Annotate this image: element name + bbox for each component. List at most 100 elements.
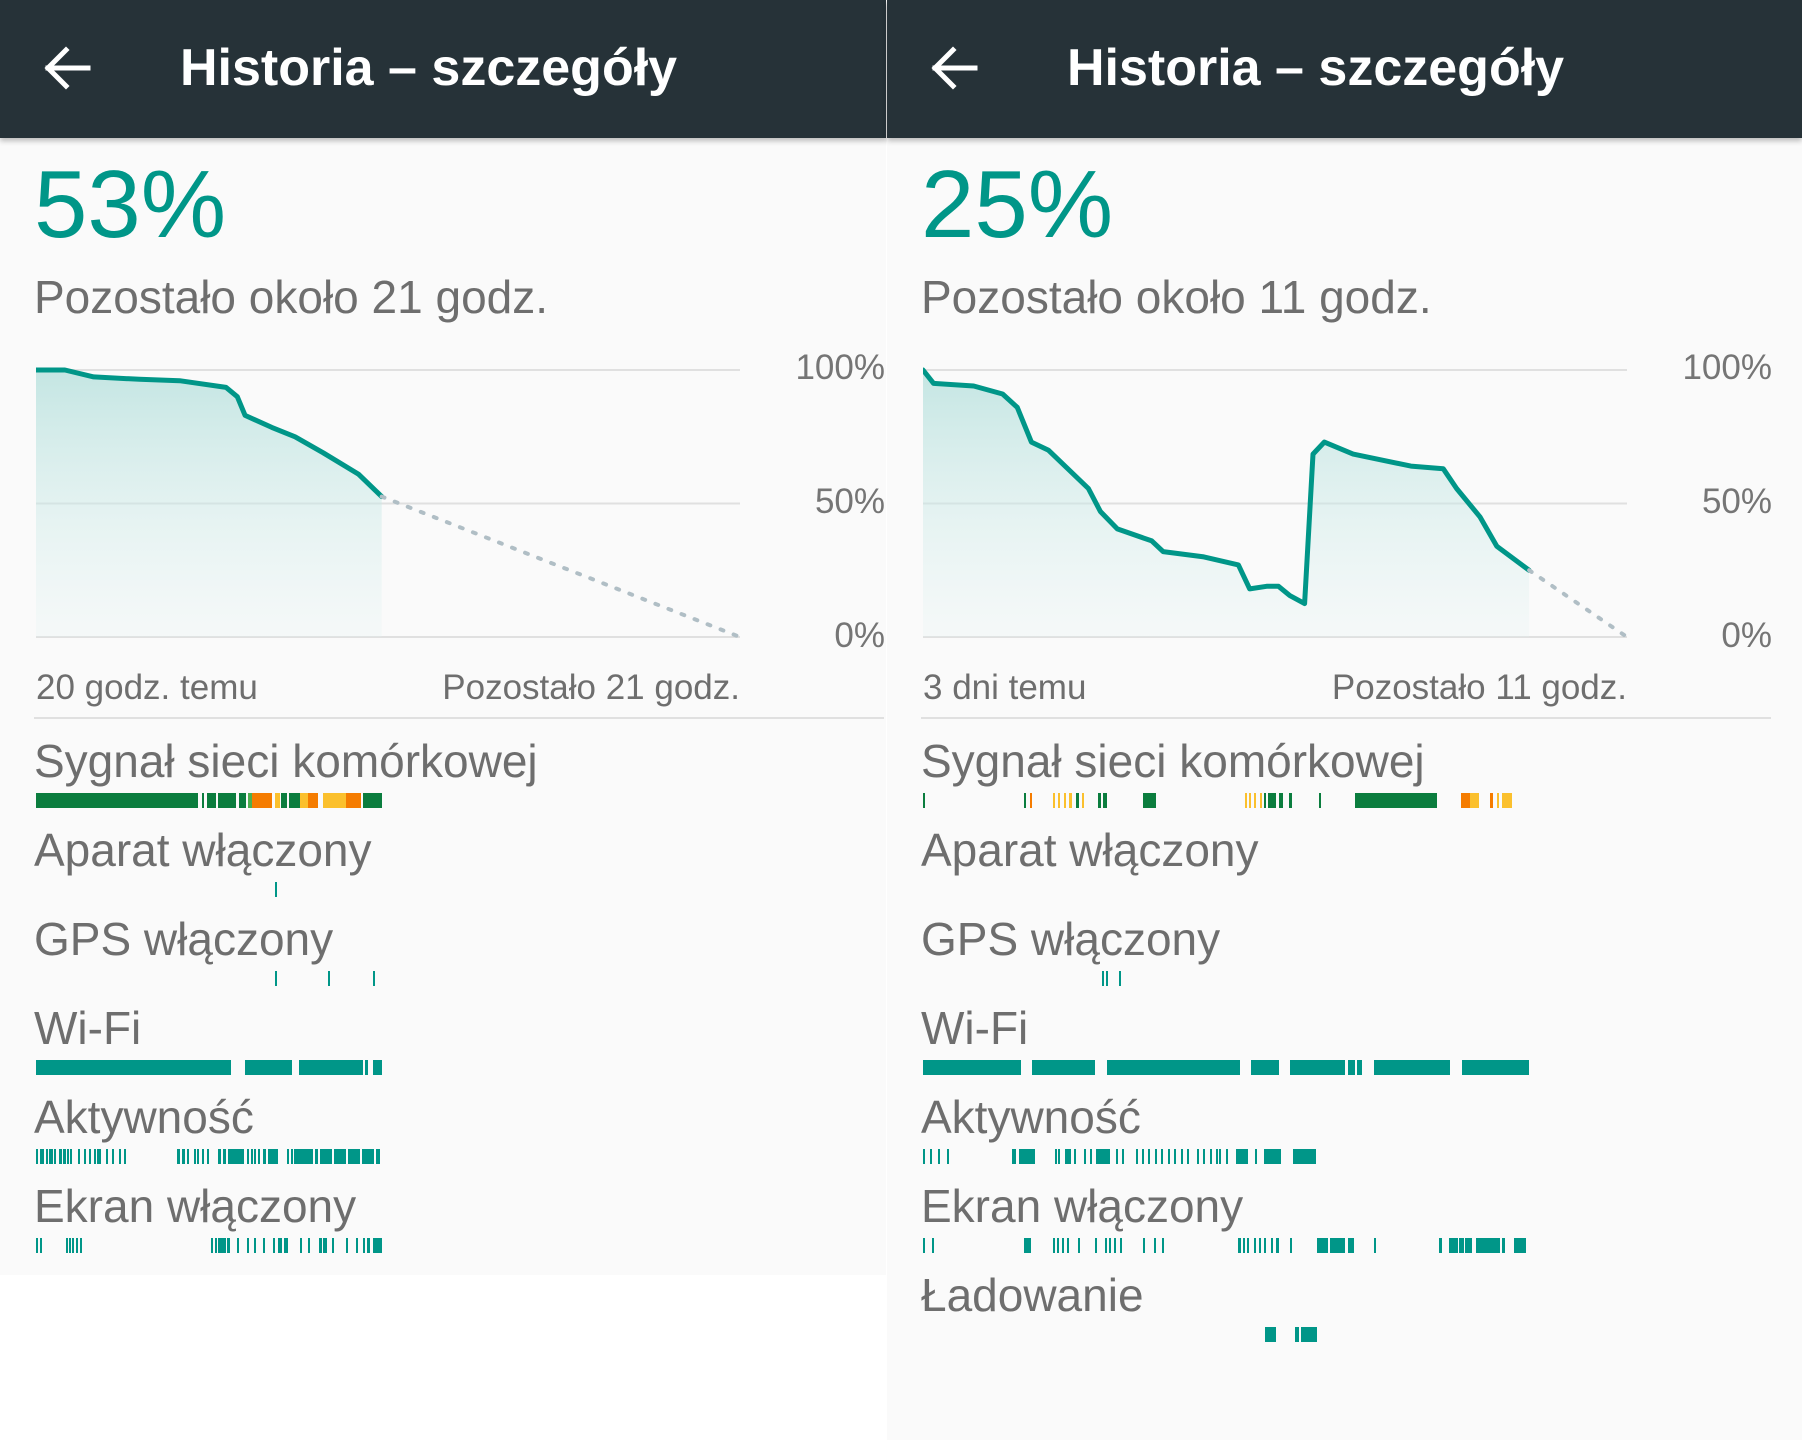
timeline-segment (1348, 1060, 1355, 1075)
timeline-segment (1024, 793, 1027, 808)
y-tick-100: 100% (795, 348, 885, 387)
page-title: Historia – szczegóły (1067, 39, 1565, 97)
timeline-segment (247, 1238, 250, 1253)
timeline-segment (1501, 793, 1512, 808)
back-button[interactable] (927, 44, 979, 92)
timeline-segment (1267, 793, 1277, 808)
battery-chart (923, 367, 1627, 639)
timeline-segment (1082, 793, 1085, 808)
timeline-segment (1270, 1238, 1273, 1253)
timeline-segment (274, 971, 277, 986)
timeline-segment (1058, 793, 1061, 808)
timeline-segment (1242, 1238, 1245, 1253)
timeline-segment (1054, 1149, 1057, 1164)
timeline-segment (1089, 1149, 1092, 1164)
timeline-segment (36, 1238, 38, 1253)
timeline-segment (280, 793, 288, 808)
timeline-segment (1113, 1238, 1116, 1253)
timeline-segment (45, 1149, 48, 1164)
timeline-segment (299, 1060, 363, 1075)
x-axis-end-label: Pozostało 11 godz. (1331, 668, 1627, 707)
timeline-segment (1024, 1238, 1032, 1253)
timeline-segment (176, 1149, 180, 1164)
timeline-segment (1162, 1238, 1165, 1253)
timeline-segment (207, 793, 216, 808)
timeline-segment (1053, 1238, 1056, 1253)
timeline-segment (283, 1238, 289, 1253)
timeline-segment (1470, 793, 1480, 808)
timeline-segment (1101, 971, 1104, 986)
timeline-segment (1348, 1238, 1354, 1253)
timeline-segment (1057, 1238, 1060, 1253)
timeline-segment (307, 793, 318, 808)
timeline-segment (1122, 1149, 1125, 1164)
timeline-segment (1209, 1149, 1212, 1164)
timeline-segment (78, 1149, 81, 1164)
timeline-segment (1012, 1149, 1016, 1164)
timeline-segment (1264, 1149, 1281, 1164)
timeline-segment (247, 1149, 250, 1164)
timeline-segment (274, 793, 280, 808)
timeline-segment (42, 1149, 45, 1164)
timeline-segment (300, 793, 308, 808)
timeline-segment (319, 1238, 322, 1253)
timeline-segment (930, 1149, 933, 1164)
timeline-segment (1238, 1238, 1241, 1253)
timeline-segment (1196, 1149, 1199, 1164)
battery-level-line (923, 367, 1532, 607)
timeline-segment (1459, 1238, 1464, 1253)
timeline-segment (1235, 1149, 1249, 1164)
timeline-segment (1077, 1238, 1080, 1253)
timeline-segment (36, 1149, 38, 1164)
timeline-segment (1263, 1238, 1266, 1253)
timeline-segment (202, 793, 205, 808)
usage-row-label: Aktywność (921, 1091, 1141, 1143)
arrow-left-icon (44, 46, 91, 90)
x-axis-start-label: 3 dni temu (923, 668, 1087, 707)
battery-projection-line (379, 494, 740, 639)
timeline-segment (238, 793, 247, 808)
timeline-segment (218, 1238, 227, 1253)
timeline-segment (1374, 1060, 1451, 1075)
timeline-segment (1265, 1327, 1277, 1342)
timeline-segment (257, 1149, 260, 1164)
timeline-segment (1354, 793, 1437, 808)
time-remaining: Pozostało około 21 godz. (34, 271, 549, 323)
timeline-segment (1069, 793, 1072, 808)
timeline-segment (227, 1238, 231, 1253)
usage-timeline (36, 1238, 740, 1253)
timeline-segment (1461, 1060, 1530, 1075)
timeline-segment (1219, 1149, 1222, 1164)
timeline-segment (250, 1149, 253, 1164)
arrow-left-icon (931, 46, 978, 90)
usage-row-label: Aktywność (34, 1091, 254, 1143)
timeline-segment (1275, 1238, 1280, 1253)
timeline-segment (1489, 793, 1494, 808)
usage-row-label: Ładowanie (921, 1269, 1144, 1321)
timeline-segment (1104, 1238, 1107, 1253)
timeline-segment (1096, 1149, 1110, 1164)
timeline-segment (328, 971, 331, 986)
timeline-segment (923, 1060, 1021, 1075)
timeline-segment (268, 1149, 279, 1164)
timeline-segment (1115, 1149, 1118, 1164)
back-button[interactable] (40, 44, 92, 92)
timeline-segment (197, 1149, 200, 1164)
timeline-segment (237, 1238, 240, 1253)
timeline-segment (332, 1238, 335, 1253)
timeline-segment (366, 1238, 371, 1253)
timeline-segment (1066, 1238, 1069, 1253)
timeline-segment (66, 1149, 69, 1164)
timeline-segment (1180, 1149, 1183, 1164)
timeline-segment (1030, 793, 1033, 808)
timeline-segment (1289, 793, 1292, 808)
timeline-segment (1251, 1060, 1279, 1075)
timeline-segment (363, 1238, 366, 1253)
timeline-segment (1301, 1327, 1317, 1342)
timeline-segment (346, 1238, 349, 1253)
usage-row-label: Aparat włączony (34, 824, 372, 876)
timeline-segment (1374, 1238, 1377, 1253)
timeline-segment (1253, 1238, 1256, 1253)
timeline-segment (1135, 1149, 1138, 1164)
timeline-segment (938, 1149, 941, 1164)
